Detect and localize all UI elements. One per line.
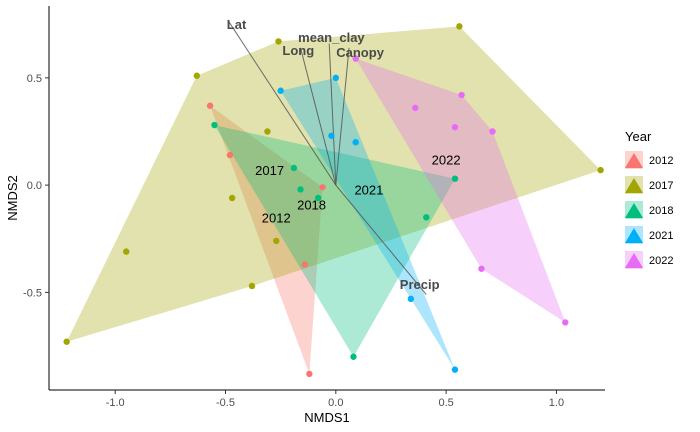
- vector-label-long: Long: [282, 43, 314, 58]
- axes-layer: [48, 6, 605, 391]
- point-2022: [489, 128, 496, 135]
- tick-layer: -1.0 -0.5 0.0 0.5 1.0 -0.5 0.0 0.5: [23, 73, 564, 409]
- point-2022: [562, 319, 569, 326]
- point-2022: [412, 104, 419, 112]
- point-2012: [206, 102, 214, 109]
- vector-label-lat: Lat: [227, 17, 247, 32]
- point-2022: [458, 91, 465, 99]
- legend-label-2012: 2012: [649, 155, 673, 167]
- legend-label-2022: 2022: [649, 255, 673, 267]
- x-tick-label: 1.0: [549, 397, 564, 409]
- group-label-2012: 2012: [262, 210, 291, 225]
- vector-label-precip: Precip: [400, 277, 440, 292]
- point-2012: [226, 151, 234, 159]
- legend-triangle-icon: [625, 203, 643, 218]
- point-2018: [314, 194, 322, 202]
- y-axis-title: NMDS2: [5, 175, 20, 221]
- vector-arrow-canopy: [335, 47, 350, 186]
- x-tick-label: 0.0: [328, 397, 343, 409]
- legend-triangle-icon: [625, 178, 643, 193]
- point-2012: [306, 370, 313, 378]
- vector-label-mean-clay: mean_clay: [298, 30, 365, 45]
- legend-title: Year: [625, 129, 652, 144]
- x-tick-label: -1.0: [106, 397, 125, 409]
- point-2018: [423, 214, 430, 221]
- legend-triangle-icon: [625, 253, 643, 268]
- point-2018: [290, 164, 298, 172]
- point-2018: [297, 186, 304, 193]
- vector-label-canopy: Canopy: [336, 45, 384, 60]
- legend-triangle-icon: [625, 153, 643, 168]
- group-label-2022: 2022: [432, 152, 461, 167]
- point-2017: [123, 248, 130, 255]
- point-2017: [456, 23, 463, 30]
- hull-2017: [66, 26, 601, 342]
- point-2022: [478, 265, 485, 272]
- point-layer: [63, 23, 604, 378]
- group-label-2021: 2021: [354, 182, 383, 197]
- point-2017: [248, 282, 256, 290]
- point-2017: [228, 194, 236, 202]
- hull-2012: [210, 105, 323, 374]
- point-2021: [407, 295, 415, 303]
- legend-label-2018: 2018: [649, 205, 673, 217]
- point-2022: [451, 124, 459, 131]
- group-label-2018: 2018: [297, 197, 326, 212]
- x-tick-label: -0.5: [216, 397, 235, 409]
- point-2017: [264, 128, 271, 135]
- legend-label-2021: 2021: [649, 230, 673, 242]
- point-2018: [451, 175, 459, 182]
- point-2017: [63, 338, 70, 345]
- point-2021: [332, 74, 340, 82]
- legend-label-2017: 2017: [649, 180, 673, 192]
- x-tick-label: 0.5: [438, 397, 453, 409]
- y-tick-label: -0.5: [23, 287, 42, 299]
- point-2021: [451, 366, 459, 373]
- hull-2022: [355, 58, 566, 323]
- hull-2018: [214, 125, 455, 357]
- vector-arrow-mean-clay: [328, 43, 337, 186]
- point-2012: [301, 261, 309, 268]
- point-2017: [193, 72, 201, 79]
- x-axis-title: NMDS1: [304, 410, 350, 425]
- y-tick-label: 0.0: [27, 180, 42, 192]
- point-2017: [275, 38, 282, 45]
- point-2017: [273, 237, 280, 245]
- y-tick-label: 0.5: [27, 73, 42, 85]
- vector-arrow-lat: [227, 19, 337, 186]
- vector-arrow-long: [300, 47, 337, 186]
- point-2018: [350, 353, 357, 360]
- point-2017: [597, 166, 604, 174]
- point-2021: [328, 132, 335, 139]
- point-2018: [211, 121, 218, 129]
- group-label-2017: 2017: [255, 163, 284, 178]
- legend-triangle-icon: [625, 228, 643, 243]
- point-2022: [352, 55, 359, 62]
- vector-layer: [227, 19, 427, 295]
- point-2021: [277, 87, 284, 94]
- vector-arrow-precip: [335, 184, 427, 295]
- legend: Year 2012 2017 2018 2021 2022: [625, 129, 673, 269]
- point-2021: [352, 139, 359, 146]
- point-2012: [319, 184, 326, 191]
